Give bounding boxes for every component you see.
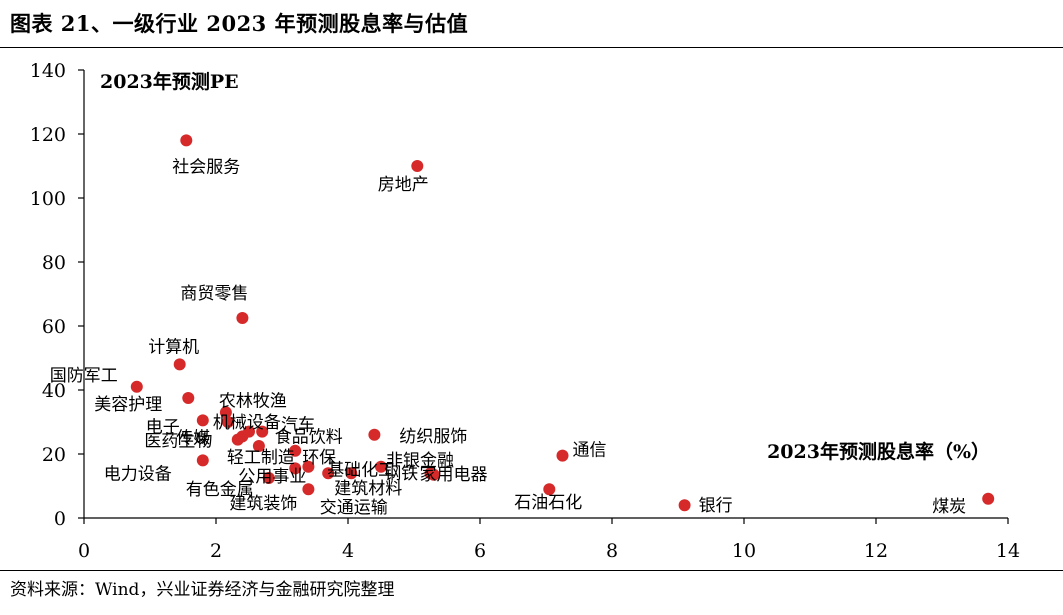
data-point (302, 460, 315, 473)
data-point (130, 380, 143, 393)
data-point (196, 414, 209, 427)
data-label: 非银金融 (386, 451, 454, 471)
y-tick-label: 120 (30, 124, 66, 146)
x-tick-label: 0 (78, 540, 90, 562)
x-tick-label: 12 (864, 540, 888, 562)
title-rule (0, 47, 1063, 48)
data-label: 建筑装饰 (229, 494, 297, 514)
data-label: 社会服务 (172, 157, 240, 177)
data-label: 传媒 (176, 429, 210, 449)
data-point (427, 468, 440, 481)
data-point (182, 392, 195, 404)
data-label: 纺织服饰 (399, 427, 467, 447)
data-point (256, 425, 269, 438)
data-label: 电力设备 (104, 464, 172, 484)
x-tick-label: 4 (342, 540, 354, 562)
data-label: 商贸零售 (180, 284, 248, 304)
data-label: 国防军工 (50, 366, 118, 386)
x-tick-label: 8 (606, 540, 618, 562)
data-point (173, 358, 186, 371)
data-label: 电子 (146, 417, 180, 437)
axes (78, 69, 1009, 524)
data-label: 美容护理 (94, 395, 162, 415)
data-label: 有色金属 (186, 480, 254, 500)
data-point (368, 428, 381, 441)
x-tick-label: 14 (996, 540, 1020, 562)
data-label: 基础化工 (327, 460, 395, 480)
y-tick-label: 140 (30, 60, 66, 82)
data-point (345, 467, 358, 480)
data-point (982, 492, 995, 505)
data-point (196, 454, 209, 467)
data-points (130, 134, 995, 512)
y-tick-label: 60 (42, 316, 66, 338)
data-label: 钢铁 (384, 464, 418, 484)
data-label: 煤炭 (932, 497, 966, 517)
data-label: 轻工制造 (227, 448, 295, 468)
data-point (678, 499, 691, 512)
data-point (262, 472, 275, 484)
source-rule (0, 570, 1063, 571)
data-label: 计算机 (148, 337, 199, 357)
data-point (411, 160, 424, 172)
data-label: 家用电器 (420, 465, 488, 485)
data-point (556, 449, 569, 462)
data-label: 石油石化 (514, 493, 582, 513)
x-axis-label: 2023年预测股息率（%） (767, 440, 990, 463)
data-label: 公用事业 (238, 467, 306, 487)
y-tick-label: 80 (42, 252, 66, 274)
data-label: 农林牧渔 (219, 391, 287, 411)
data-label: 汽车 (281, 416, 315, 436)
data-label: 房地产 (378, 175, 429, 195)
data-point (219, 406, 232, 419)
y-tick-label: 0 (54, 508, 66, 530)
data-point (543, 483, 556, 496)
data-label: 医药生物 (144, 431, 212, 451)
data-label: 交通运输 (320, 498, 388, 518)
data-label: 机械设备 (213, 413, 281, 433)
data-point (289, 462, 302, 475)
x-tick-label: 10 (732, 540, 756, 562)
data-point (231, 433, 244, 446)
data-point (375, 460, 387, 473)
x-tick-label: 2 (210, 540, 222, 562)
tick-labels: 0 20 40 60 80 100 120 140 0 2 4 6 8 10 12 14 (30, 60, 1020, 562)
data-label: 建筑材料 (334, 479, 402, 499)
scatter-chart: 0 20 40 60 80 100 120 140 0 2 4 6 8 10 12 14 社会服务房地产商贸零… (30, 60, 1020, 562)
y-axis-label: 2023年预测PE (100, 70, 239, 93)
y-tick-label: 100 (30, 188, 66, 210)
y-tick-label: 40 (42, 380, 66, 402)
data-point (322, 467, 335, 480)
figure-title: 图表 21、一级行业 2023 年预测股息率与估值 (10, 11, 469, 36)
data-label: 通信 (573, 441, 607, 461)
x-tick-label: 6 (474, 540, 486, 562)
data-point (221, 416, 234, 428)
data-point (180, 134, 193, 147)
data-point (252, 440, 265, 452)
figure-source: 资料来源：Wind，兴业证券经济与金融研究院整理 (10, 580, 395, 600)
data-label: 食品饮料 (275, 428, 343, 448)
data-point (302, 483, 315, 496)
data-label: 环保 (302, 448, 336, 468)
data-label: 银行 (699, 496, 733, 516)
y-tick-label: 20 (42, 444, 66, 466)
data-point (289, 444, 302, 457)
data-point (236, 312, 249, 324)
